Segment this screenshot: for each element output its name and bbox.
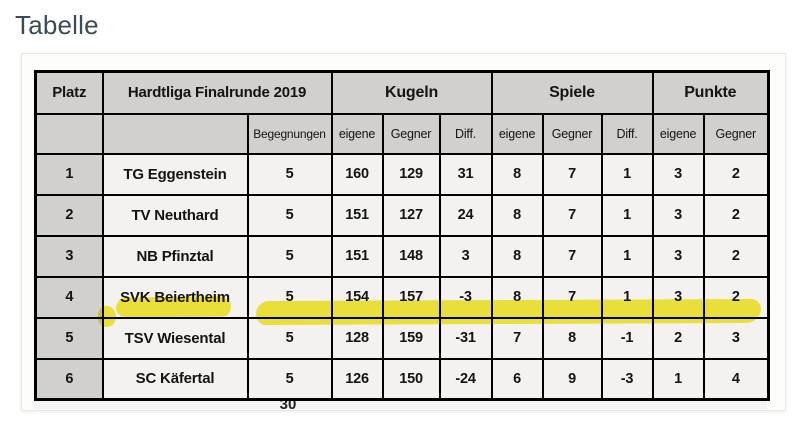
table-row: 5 TSV Wiesental 5 128 159 -31 7 8 -1 2 3	[34, 316, 770, 360]
kugeln-eigene-cell: 126	[330, 357, 384, 401]
begegnungen-cell: 5	[246, 275, 333, 319]
table-row: 1 TG Eggenstein 5 160 129 31 8 7 1 3 2	[34, 152, 770, 196]
kugeln-diff-cell: -24	[438, 357, 493, 401]
team-cell: NB Pfinztal	[101, 234, 249, 278]
kugeln-eigene-cell: 160	[330, 152, 384, 196]
standings-table-image: Platz Hardtliga Finalrunde 2019 Kugeln S…	[34, 70, 771, 409]
punkte-gegner-header: Gegner	[702, 112, 770, 155]
spiele-eigene-cell: 8	[490, 234, 544, 278]
spiele-gegner-cell: 9	[541, 357, 603, 401]
begegnungen-cell: 5	[246, 152, 333, 196]
platz-cell: 2	[34, 193, 104, 237]
kugeln-diff-cell: 3	[438, 234, 493, 278]
league-title-header: Hardtliga Finalrunde 2019	[101, 70, 333, 115]
begegnungen-cell: 5	[246, 316, 333, 360]
spiele-diff-cell: -1	[600, 316, 654, 360]
kugeln-eigene-cell: 151	[330, 234, 384, 278]
cutoff-total-text: 30	[246, 401, 330, 409]
punkte-group-header: Punkte	[651, 70, 770, 115]
kugeln-eigene-header: eigene	[330, 112, 384, 155]
spiele-eigene-cell: 8	[490, 152, 544, 196]
spiele-gegner-cell: 7	[541, 275, 603, 319]
punkte-eigene-cell: 3	[651, 234, 705, 278]
kugeln-gegner-cell: 148	[381, 234, 441, 278]
table-row-highlighted: 4 SVK Beiertheim 5 154 157 -3 8 7 1 3 2	[34, 275, 770, 319]
empty-header-cell	[34, 112, 104, 155]
spiele-gegner-cell: 8	[541, 316, 603, 360]
spiele-gegner-cell: 7	[541, 193, 603, 237]
table-row: 6 SC Käfertal 5 126 150 -24 6 9 -3 1 4	[34, 357, 770, 401]
platz-cell: 4	[34, 275, 104, 319]
kugeln-gegner-cell: 127	[381, 193, 441, 237]
begegnungen-cell: 5	[246, 357, 333, 401]
kugeln-gegner-header: Gegner	[381, 112, 441, 155]
spiele-diff-cell: -3	[600, 357, 654, 401]
punkte-gegner-cell: 4	[702, 357, 770, 401]
punkte-eigene-cell: 3	[651, 275, 705, 319]
kugeln-eigene-cell: 154	[330, 275, 384, 319]
kugeln-diff-cell: 31	[438, 152, 493, 196]
spiele-diff-cell: 1	[600, 193, 654, 237]
spiele-eigene-cell: 7	[490, 316, 544, 360]
sub-header-row: Begegnungen eigene Gegner Diff. eigene G…	[34, 112, 770, 155]
empty-header-cell	[101, 112, 249, 155]
begegnungen-header: Begegnungen	[246, 112, 333, 155]
table-row: 3 NB Pfinztal 5 151 148 3 8 7 1 3 2	[34, 234, 770, 278]
platz-cell: 3	[34, 234, 104, 278]
platz-cell: 5	[34, 316, 104, 360]
team-cell: TG Eggenstein	[101, 152, 249, 196]
team-cell: SVK Beiertheim	[101, 275, 249, 319]
punkte-eigene-cell: 3	[651, 152, 705, 196]
spiele-eigene-cell: 8	[490, 193, 544, 237]
kugeln-gegner-cell: 157	[381, 275, 441, 319]
punkte-eigene-cell: 3	[651, 193, 705, 237]
punkte-eigene-cell: 1	[651, 357, 705, 401]
spiele-diff-header: Diff.	[600, 112, 654, 155]
spiele-eigene-header: eigene	[490, 112, 544, 155]
table-row: 2 TV Neuthard 5 151 127 24 8 7 1 3 2	[34, 193, 770, 237]
begegnungen-cell: 5	[246, 234, 333, 278]
spiele-diff-cell: 1	[600, 152, 654, 196]
punkte-gegner-cell: 2	[702, 234, 770, 278]
kugeln-diff-header: Diff.	[438, 112, 493, 155]
spiele-gegner-cell: 7	[541, 234, 603, 278]
team-cell: TV Neuthard	[101, 193, 249, 237]
spiele-diff-cell: 1	[600, 234, 654, 278]
punkte-eigene-header: eigene	[651, 112, 705, 155]
platz-header: Platz	[34, 70, 104, 115]
kugeln-diff-cell: -31	[438, 316, 493, 360]
kugeln-gegner-cell: 129	[381, 152, 441, 196]
group-header-row: Platz Hardtliga Finalrunde 2019 Kugeln S…	[34, 70, 770, 115]
team-cell: SC Käfertal	[101, 357, 249, 401]
spiele-diff-cell: 1	[600, 275, 654, 319]
cutoff-row-fragment: 30	[34, 401, 767, 409]
spiele-eigene-cell: 6	[490, 357, 544, 401]
kugeln-gegner-cell: 159	[381, 316, 441, 360]
kugeln-gegner-cell: 150	[381, 357, 441, 401]
begegnungen-cell: 5	[246, 193, 333, 237]
spiele-eigene-cell: 8	[490, 275, 544, 319]
punkte-gegner-cell: 3	[702, 316, 770, 360]
page-title: Tabelle	[15, 10, 99, 40]
punkte-gegner-cell: 2	[702, 275, 770, 319]
platz-cell: 1	[34, 152, 104, 196]
kugeln-eigene-cell: 128	[330, 316, 384, 360]
kugeln-eigene-cell: 151	[330, 193, 384, 237]
spiele-gegner-header: Gegner	[541, 112, 603, 155]
table-card: Platz Hardtliga Finalrunde 2019 Kugeln S…	[21, 53, 786, 411]
standings-table: Platz Hardtliga Finalrunde 2019 Kugeln S…	[34, 70, 771, 401]
punkte-gegner-cell: 2	[702, 193, 770, 237]
spiele-group-header: Spiele	[490, 70, 654, 115]
spiele-gegner-cell: 7	[541, 152, 603, 196]
punkte-gegner-cell: 2	[702, 152, 770, 196]
kugeln-group-header: Kugeln	[330, 70, 493, 115]
platz-cell: 6	[34, 357, 104, 401]
punkte-eigene-cell: 2	[651, 316, 705, 360]
kugeln-diff-cell: 24	[438, 193, 493, 237]
team-cell: TSV Wiesental	[101, 316, 249, 360]
kugeln-diff-cell: -3	[438, 275, 493, 319]
